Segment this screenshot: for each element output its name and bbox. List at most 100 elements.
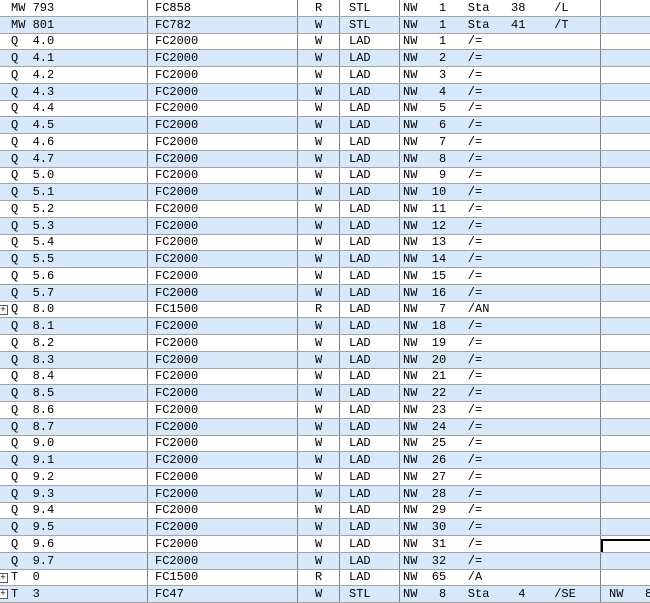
address-cell[interactable]: + Q 9.1 [0, 452, 148, 468]
expand-plus-icon[interactable]: + [0, 572, 8, 583]
language-cell[interactable]: LAD [340, 569, 400, 586]
selected-cell-focus-box[interactable] [601, 539, 650, 552]
language-cell[interactable]: LAD [340, 217, 400, 234]
block-cell[interactable]: FC2000 [148, 167, 298, 184]
address-cell[interactable]: + Q 9.7 [0, 552, 148, 569]
access-type-cell[interactable]: W [298, 117, 340, 133]
table-row[interactable]: + Q 8.2 FC2000 W LAD NW 19 /= [0, 335, 650, 352]
address-cell[interactable]: + Q 4.3 [0, 83, 148, 100]
language-cell[interactable]: STL [340, 586, 400, 602]
extra-location-cell[interactable] [601, 84, 650, 100]
access-type-cell[interactable]: R [298, 301, 340, 318]
address-cell[interactable]: + Q 8.0 [0, 301, 148, 318]
address-cell[interactable]: + T 0 [0, 569, 148, 586]
access-type-cell[interactable]: W [298, 536, 340, 552]
location-cell[interactable]: NW 7 /AN [400, 301, 601, 318]
block-cell[interactable]: FC2000 [148, 150, 298, 167]
language-cell[interactable]: LAD [340, 351, 400, 368]
language-cell[interactable]: STL [340, 16, 400, 33]
access-type-cell[interactable]: W [298, 418, 340, 435]
address-cell[interactable]: + Q 4.0 [0, 33, 148, 50]
access-type-cell[interactable]: W [298, 201, 340, 217]
address-cell[interactable]: + Q 4.1 [0, 50, 148, 66]
block-cell[interactable]: FC2000 [148, 50, 298, 66]
table-row[interactable]: + Q 4.1 FC2000 W LAD NW 2 /= [0, 50, 650, 67]
access-type-cell[interactable]: R [298, 0, 340, 16]
extra-location-cell[interactable]: NW 8 [601, 586, 650, 602]
table-row[interactable]: + Q 8.7 FC2000 W LAD NW 24 /= [0, 418, 650, 436]
block-cell[interactable]: FC1500 [148, 569, 298, 586]
table-row[interactable]: + Q 5.4 FC2000 W LAD NW 13 /= [0, 234, 650, 252]
extra-location-cell[interactable] [601, 101, 650, 117]
table-row[interactable]: + Q 4.6 FC2000 W LAD NW 7 /= [0, 134, 650, 151]
extra-location-cell[interactable] [601, 335, 650, 351]
language-cell[interactable]: LAD [340, 402, 400, 418]
table-row[interactable]: + Q 5.7 FC2000 W LAD NW 16 /= [0, 284, 650, 302]
language-cell[interactable]: LAD [340, 134, 400, 150]
address-cell[interactable]: + Q 4.7 [0, 150, 148, 167]
address-cell[interactable]: + Q 4.5 [0, 117, 148, 133]
extra-location-cell[interactable] [601, 285, 650, 301]
access-type-cell[interactable]: W [298, 134, 340, 150]
extra-location-cell[interactable] [601, 419, 650, 435]
extra-location-cell[interactable] [601, 17, 650, 33]
extra-location-cell[interactable] [601, 268, 650, 284]
table-row[interactable]: + Q 9.6 FC2000 W LAD NW 31 /= [0, 536, 650, 553]
language-cell[interactable]: LAD [340, 552, 400, 569]
table-row[interactable]: + Q 5.5 FC2000 W LAD NW 14 /= [0, 251, 650, 268]
block-cell[interactable]: FC2000 [148, 318, 298, 334]
table-row[interactable]: + Q 9.7 FC2000 W LAD NW 32 /= [0, 552, 650, 570]
block-cell[interactable]: FC2000 [148, 335, 298, 351]
extra-location-cell[interactable] [601, 536, 650, 552]
location-cell[interactable]: NW 20 /= [400, 351, 601, 368]
location-cell[interactable]: NW 9 /= [400, 167, 601, 184]
block-cell[interactable]: FC2000 [148, 201, 298, 217]
extra-location-cell[interactable] [601, 385, 650, 401]
language-cell[interactable]: LAD [340, 469, 400, 485]
language-cell[interactable]: LAD [340, 50, 400, 66]
location-cell[interactable]: NW 21 /= [400, 368, 601, 385]
address-cell[interactable]: + Q 4.2 [0, 67, 148, 83]
access-type-cell[interactable]: W [298, 586, 340, 602]
access-type-cell[interactable]: W [298, 150, 340, 167]
block-cell[interactable]: FC2000 [148, 418, 298, 435]
language-cell[interactable]: LAD [340, 536, 400, 552]
access-type-cell[interactable]: W [298, 100, 340, 117]
extra-location-cell[interactable] [601, 117, 650, 133]
access-type-cell[interactable]: W [298, 519, 340, 535]
location-cell[interactable]: NW 24 /= [400, 418, 601, 435]
extra-location-cell[interactable] [601, 151, 650, 167]
location-cell[interactable]: NW 13 /= [400, 234, 601, 251]
table-row[interactable]: + Q 4.5 FC2000 W LAD NW 6 /= [0, 117, 650, 134]
extra-location-cell[interactable] [601, 50, 650, 66]
language-cell[interactable]: LAD [340, 234, 400, 251]
language-cell[interactable]: LAD [340, 435, 400, 452]
location-cell[interactable]: NW 12 /= [400, 217, 601, 234]
table-row[interactable]: + Q 4.7 FC2000 W LAD NW 8 /= [0, 150, 650, 168]
block-cell[interactable]: FC47 [148, 586, 298, 602]
block-cell[interactable]: FC2000 [148, 485, 298, 502]
language-cell[interactable]: LAD [340, 318, 400, 334]
extra-location-cell[interactable] [601, 469, 650, 485]
language-cell[interactable]: LAD [340, 452, 400, 468]
block-cell[interactable]: FC2000 [148, 368, 298, 385]
table-row[interactable]: + Q 9.2 FC2000 W LAD NW 27 /= [0, 469, 650, 486]
block-cell[interactable]: FC2000 [148, 117, 298, 133]
location-cell[interactable]: NW 19 /= [400, 335, 601, 351]
location-cell[interactable]: NW 25 /= [400, 435, 601, 452]
block-cell[interactable]: FC2000 [148, 268, 298, 284]
expand-plus-icon[interactable]: + [0, 304, 8, 315]
address-cell[interactable]: + MW 801 [0, 16, 148, 33]
access-type-cell[interactable]: W [298, 469, 340, 485]
block-cell[interactable]: FC2000 [148, 536, 298, 552]
access-type-cell[interactable]: W [298, 485, 340, 502]
extra-location-cell[interactable] [601, 168, 650, 184]
language-cell[interactable]: LAD [340, 201, 400, 217]
address-cell[interactable]: + Q 5.1 [0, 184, 148, 200]
address-cell[interactable]: + Q 5.4 [0, 234, 148, 251]
access-type-cell[interactable]: W [298, 234, 340, 251]
table-row[interactable]: + Q 5.0 FC2000 W LAD NW 9 /= [0, 167, 650, 185]
extra-location-cell[interactable] [601, 218, 650, 234]
language-cell[interactable]: LAD [340, 150, 400, 167]
access-type-cell[interactable]: W [298, 284, 340, 301]
